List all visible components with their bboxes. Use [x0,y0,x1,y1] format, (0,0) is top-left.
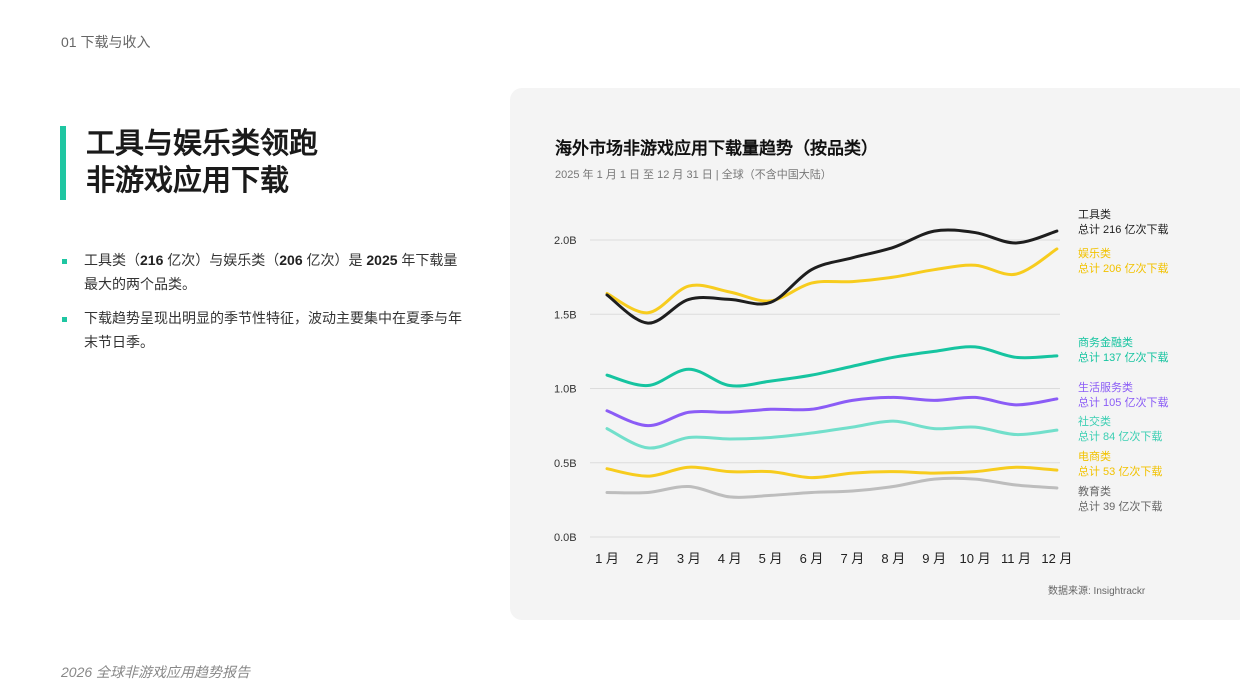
series-name-label: 教育类 [1078,484,1111,498]
chart-panel [510,88,1240,620]
x-tick-label: 12 月 [1041,551,1072,566]
y-tick-label: 0.0B [554,532,577,544]
bullet-marker-icon [62,317,67,322]
series-total-label: 总计 84 亿次下载 [1078,429,1162,443]
y-tick-label: 1.0B [554,384,577,396]
x-tick-label: 9 月 [922,551,946,566]
headline-line-2: 非游戏应用下载 [86,165,290,197]
bullet-list: 工具类（216 亿次）与娱乐类（206 亿次）是 2025 年下载量最大的两个品… [62,248,467,364]
data-source: 数据来源: Insightrackr [1048,586,1146,597]
bullet-text-2: 下载趋势呈现出明显的季节性特征，波动主要集中在夏季与年末节日季。 [84,310,462,350]
x-tick-label: 7 月 [840,551,864,566]
series-line-5 [605,419,1059,450]
chart-subtitle: 2025 年 1 月 1 日 至 12 月 31 日 | 全球（不含中国大陆） [555,169,832,181]
series-line-6 [605,465,1059,480]
x-tick-label: 2 月 [636,551,660,566]
bullet-item-2: 下载趋势呈现出明显的季节性特征，波动主要集中在夏季与年末节日季。 [62,306,467,354]
series-name-label: 工具类 [1078,207,1111,221]
x-tick-label: 1 月 [595,551,619,566]
series-total-label: 总计 53 亿次下载 [1078,464,1162,478]
x-tick-label: 10 月 [960,551,991,566]
report-footer: 2026 全球非游戏应用趋势报告 [61,664,251,680]
series-line-4 [605,395,1059,428]
series-line-7 [605,476,1059,499]
y-tick-label: 0.5B [554,458,577,470]
bullet-marker-icon [62,259,67,264]
section-label: 01 下载与收入 [61,34,151,50]
series-total-label: 总计 105 亿次下载 [1078,395,1168,409]
x-tick-label: 4 月 [718,551,742,566]
bullet-item-1: 工具类（216 亿次）与娱乐类（206 亿次）是 2025 年下载量最大的两个品… [62,248,467,296]
x-tick-label: 8 月 [881,551,905,566]
series-total-label: 总计 206 亿次下载 [1078,261,1168,275]
x-tick-label: 11 月 [1001,551,1031,566]
series-total-label: 总计 216 亿次下载 [1078,222,1168,236]
series-name-label: 社交类 [1078,414,1111,428]
headline-line-1: 工具与娱乐类领跑 [86,128,319,160]
series-line-2 [605,247,1059,315]
series-line-3 [605,345,1059,388]
x-tick-label: 5 月 [759,551,783,566]
series-name-label: 娱乐类 [1078,246,1111,260]
chart-title: 海外市场非游戏应用下载量趋势（按品类） [555,139,878,158]
bullet-text-1: 工具类（216 亿次）与娱乐类（206 亿次）是 2025 年下载量最大的两个品… [84,252,458,292]
series-name-label: 电商类 [1078,449,1111,463]
series-line-1 [605,228,1059,325]
series-name-label: 商务金融类 [1078,335,1133,349]
y-tick-label: 1.5B [554,309,577,321]
series-name-label: 生活服务类 [1078,380,1133,394]
y-tick-label: 2.0B [554,235,577,247]
x-tick-label: 6 月 [800,551,824,566]
series-total-label: 总计 39 亿次下载 [1078,499,1162,513]
headline: 工具与娱乐类领跑 非游戏应用下载 [60,126,318,200]
series-total-label: 总计 137 亿次下载 [1078,350,1168,364]
x-tick-label: 3 月 [677,551,701,566]
